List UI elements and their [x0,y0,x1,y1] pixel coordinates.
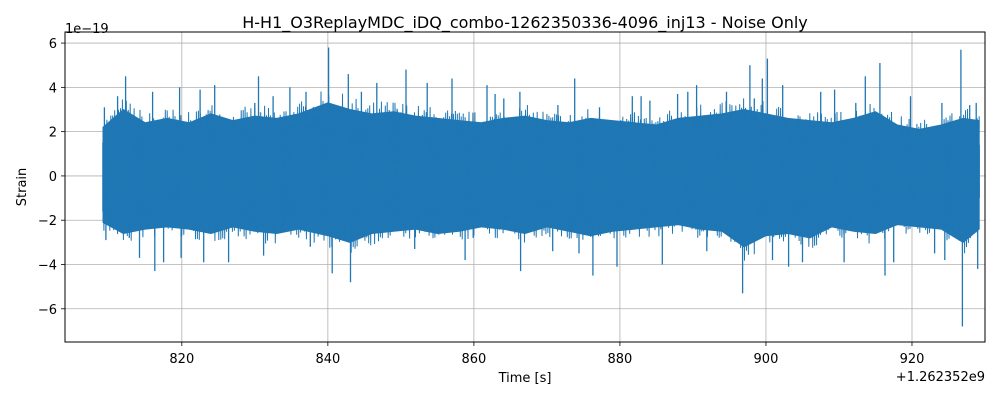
y-tick-label: 6 [49,37,57,52]
x-offset-label: +1.262352e9 [896,370,985,385]
x-axis-ticks: 820 840 860 880 900 920 [169,342,924,367]
y-tick-label: −2 [38,214,57,229]
axes-frame [64,31,986,343]
y-scale-label: 1e−19 [65,22,109,37]
plot-data [102,47,980,327]
x-tick-label: 820 [169,352,194,367]
y-axis-ticks: −6 −4 −2 0 2 4 6 [38,37,65,318]
strain-trace [102,91,980,261]
y-tick-label: 2 [49,126,57,141]
x-tick-label: 880 [608,352,633,367]
y-tick-label: −4 [38,259,57,274]
x-tick-label: 860 [461,352,486,367]
chart-title: H-H1_O3ReplayMDC_iDQ_combo-1262350336-40… [242,13,808,33]
x-tick-label: 840 [315,352,340,367]
y-axis-label: Strain [15,168,30,207]
y-tick-label: 0 [49,170,57,185]
y-tick-label: −6 [38,303,57,318]
x-axis-label: Time [s] [498,371,552,386]
x-tick-label: 920 [900,352,925,367]
x-tick-label: 900 [754,352,779,367]
y-tick-label: 4 [49,81,57,96]
